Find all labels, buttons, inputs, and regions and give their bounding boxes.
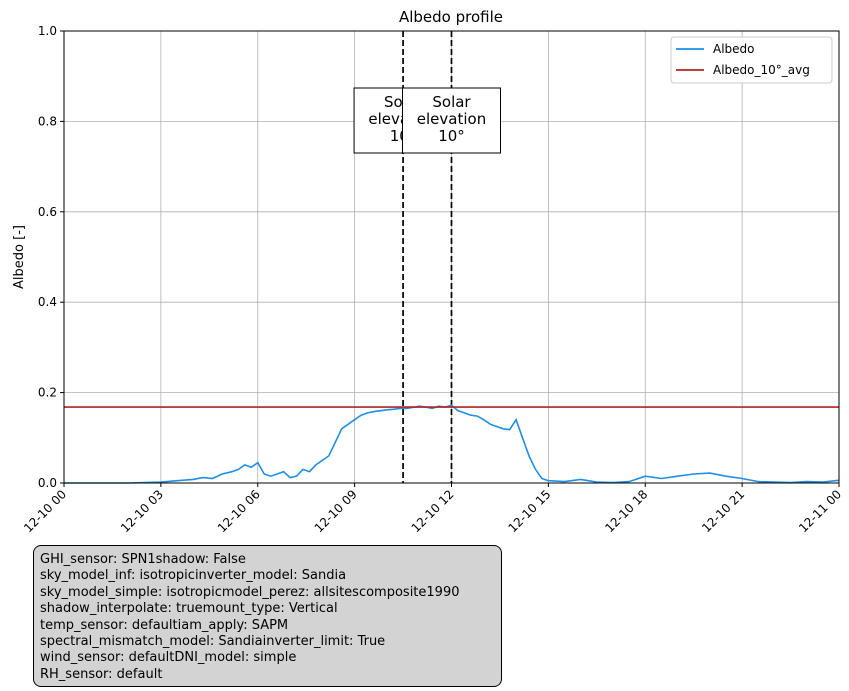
y-tick-label: 1.0: [38, 24, 57, 38]
x-tick-label: 12-10 00: [21, 487, 69, 535]
info-line: sky_model_simple: isotropic model_perez:…: [40, 585, 495, 601]
annotation-layer: Solarelevation10°Solarelevation10°: [354, 88, 500, 153]
annotation-text: 10°: [438, 127, 465, 145]
info-line: GHI_sensor: SPN1 shadow: False: [40, 552, 495, 568]
legend: Albedo Albedo_10°_avg: [671, 37, 832, 83]
annotation-text: elevation: [417, 110, 486, 128]
x-tick-label: 12-10 18: [602, 487, 650, 535]
y-tick-label: 0.0: [38, 476, 57, 490]
info-line: wind_sensor: default DNI_model: simple: [40, 650, 495, 666]
legend-label: Albedo: [713, 42, 755, 56]
config-info-box: GHI_sensor: SPN1 shadow: False sky_model_…: [33, 545, 502, 687]
legend-label: Albedo_10°_avg: [713, 63, 810, 77]
info-line: spectral_mismatch_model: Sandia inverter…: [40, 634, 495, 650]
y-tick-label: 0.6: [38, 205, 57, 219]
info-line: sky_model_inf: isotropic inverter_model:…: [40, 568, 495, 584]
y-tick-label: 0.8: [38, 114, 57, 128]
info-line: temp_sensor: default iam_apply: SAPM: [40, 618, 495, 634]
y-axis-label: Albedo [-]: [12, 225, 27, 289]
x-tick-label: 12-10 09: [312, 487, 360, 535]
solar-elevation-annotation: Solarelevation10°: [403, 88, 501, 153]
x-tick-label: 12-10 12: [409, 487, 457, 535]
y-axis: 0.0 0.2 0.4 0.6 0.8 1.0: [38, 24, 64, 490]
chart-title: Albedo profile: [399, 8, 503, 26]
info-line: shadow_interpolate: true mount_type: Ver…: [40, 601, 495, 617]
x-tick-label: 12-11 00: [796, 487, 844, 535]
x-tick-label: 12-10 06: [215, 487, 263, 535]
info-line: RH_sensor: default: [40, 667, 495, 683]
annotation-text: Solar: [432, 93, 471, 111]
x-tick-label: 12-10 15: [505, 487, 553, 535]
x-axis: 12-10 00 12-10 03 12-10 06 12-10 09 12-10 12…: [21, 483, 844, 535]
y-tick-label: 0.2: [38, 386, 57, 400]
y-tick-label: 0.4: [38, 295, 57, 309]
x-tick-label: 12-10 03: [118, 487, 166, 535]
x-tick-label: 12-10 21: [699, 487, 747, 535]
